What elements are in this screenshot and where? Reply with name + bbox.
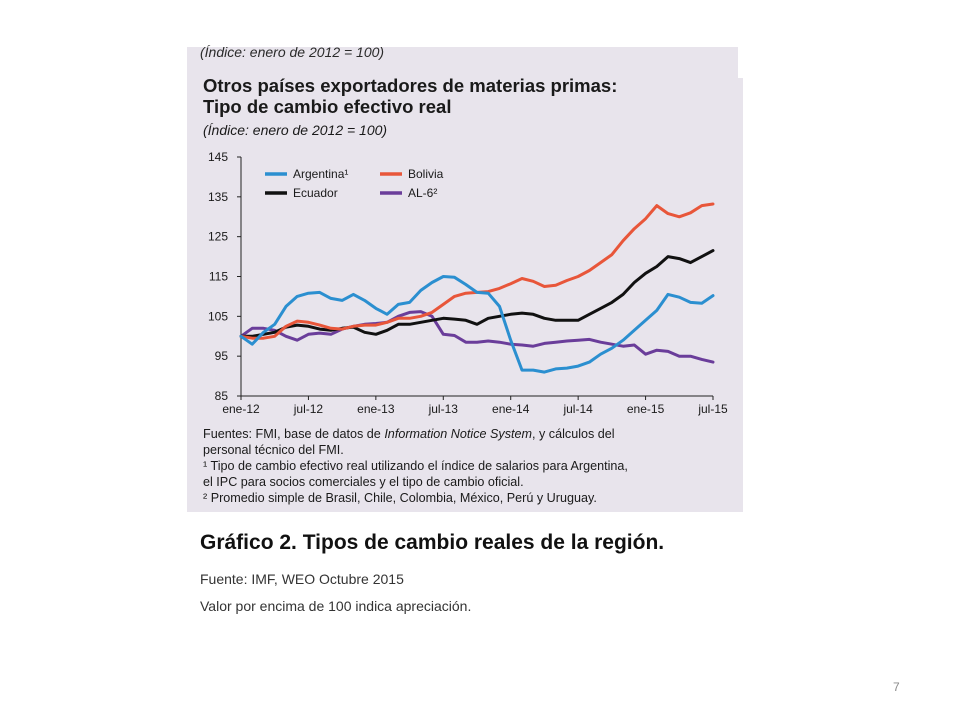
figure-notes: Fuentes: FMI, base de datos de Informati…: [203, 426, 738, 506]
notes-line-3: ¹ Tipo de cambio efectivo real utilizand…: [203, 459, 628, 473]
x-tick-label: ene-15: [627, 402, 665, 416]
y-tick-label: 105: [208, 309, 228, 323]
axes: 85 95 105 115 125 135 145 ene-12 jul-12 ene-13 jul…: [208, 150, 728, 416]
notes-line-4: el IPC para socios comerciales y el tipo…: [203, 475, 524, 489]
y-tick-label: 125: [208, 230, 228, 244]
legend: Argentina¹ Bolivia Ecuador AL-6²: [265, 167, 444, 200]
notes-line-1-post: , y cálculos del: [532, 427, 615, 441]
notes-line-1-italic: Information Notice System: [384, 427, 532, 441]
series-line-3: [239, 249, 715, 338]
y-tick-label: 95: [215, 349, 229, 363]
notes-line-5: ² Promedio simple de Brasil, Chile, Colo…: [203, 491, 597, 505]
series-line-1: [239, 275, 715, 374]
x-tick-label: jul-14: [562, 402, 593, 416]
x-tick-label: ene-14: [492, 402, 530, 416]
x-tick-label: jul-12: [293, 402, 324, 416]
page-number: 7: [893, 680, 900, 694]
chart-subtitle: (Índice: enero de 2012 = 100): [203, 122, 388, 138]
notes-line-1: Fuentes: FMI, base de datos de Informati…: [203, 426, 738, 442]
series-lines: [239, 202, 715, 374]
legend-label: AL-6²: [408, 186, 437, 200]
series-line-4: [239, 310, 715, 364]
x-tick-label: ene-13: [357, 402, 395, 416]
slide-source: Fuente: IMF, WEO Octubre 2015: [200, 571, 404, 587]
notes-line-1-pre: Fuentes: FMI, base de datos de: [203, 427, 385, 441]
legend-label: Ecuador: [293, 186, 338, 200]
series-line-2: [239, 202, 715, 340]
legend-label: Argentina¹: [293, 167, 348, 181]
y-tick-label: 145: [208, 150, 228, 164]
panel-notch: [738, 47, 744, 78]
x-tick-label: jul-13: [428, 402, 459, 416]
chart-title-line1: Otros países exportadores de materias pr…: [203, 75, 618, 96]
figure-panel: [187, 47, 743, 512]
y-tick-label: 115: [209, 270, 228, 284]
chart-title: Otros países exportadores de materias pr…: [203, 75, 617, 117]
y-tick-label: 85: [215, 389, 229, 403]
y-tick-label: 135: [208, 190, 228, 204]
slide-caption: Gráfico 2. Tipos de cambio reales de la …: [200, 531, 665, 554]
slide-note: Valor por encima de 100 indica apreciaci…: [200, 598, 472, 614]
x-tick-label: ene-12: [222, 402, 260, 416]
x-tick-label: jul-15: [697, 402, 728, 416]
notes-line-2: personal técnico del FMI.: [203, 443, 344, 457]
legend-label: Bolivia: [408, 167, 444, 181]
chart-title-line2: Tipo de cambio efectivo real: [203, 96, 452, 117]
cropped-subtitle: (Índice: enero de 2012 = 100): [200, 44, 385, 60]
